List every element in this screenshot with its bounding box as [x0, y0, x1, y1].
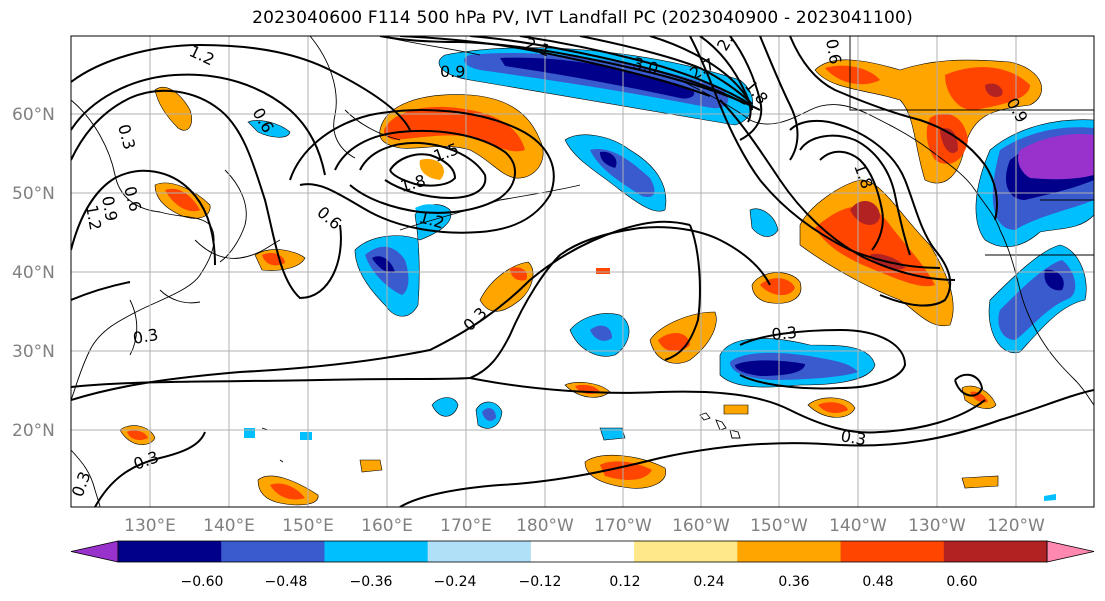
lon-label: 170°E [440, 516, 492, 536]
lat-label: 40°N [12, 263, 55, 283]
colorbar-tick-label: 0.12 [609, 574, 640, 590]
map-border [70, 35, 1095, 508]
lon-label: 130°W [908, 516, 966, 536]
lat-label: 30°N [12, 342, 55, 362]
colorbar-tick-label: 0.24 [693, 574, 724, 590]
colorbar-segment [737, 541, 842, 562]
contour-label: 0.9 [98, 194, 121, 222]
lon-label: 140°E [203, 516, 255, 536]
lat-label: 60°N [12, 105, 55, 125]
colorbar-extend-min [70, 540, 119, 563]
contour-label: 1.2 [82, 203, 105, 231]
contour-label: 0.3 [131, 325, 159, 348]
lon-label: 150°W [750, 516, 808, 536]
colorbar-tick-label: 0.36 [778, 574, 809, 590]
contour-label: 0.3 [839, 426, 867, 449]
colorbar-labels: −0.60 −0.48 −0.36 −0.24 −0.12 0.12 0.24 … [181, 574, 978, 590]
lon-label: 130°E [124, 516, 176, 536]
colorbar-tick-label: −0.12 [519, 574, 562, 590]
colorbar-segment [943, 541, 1048, 562]
colorbar-tick-label: −0.60 [181, 574, 224, 590]
colorbar-segment [324, 541, 429, 562]
lat-label: 20°N [12, 421, 55, 441]
contour-label: 0.3 [771, 323, 798, 344]
colorbar-tick-label: −0.24 [434, 574, 477, 590]
gridlines [71, 36, 1094, 507]
lon-label: 120°W [987, 516, 1045, 536]
colorbar [70, 540, 1095, 563]
contour-label: 0.6 [822, 37, 845, 65]
colorbar-extend-max [1046, 540, 1095, 563]
lon-label: 150°E [282, 516, 334, 536]
map-title: 2023040600 F114 500 hPa PV, IVT Landfall… [252, 8, 913, 28]
colorbar-segment [634, 541, 738, 562]
lon-label: 140°W [829, 516, 887, 536]
lon-label: 180°W [516, 516, 574, 536]
lon-label: 170°W [594, 516, 652, 536]
colorbar-segment [427, 541, 532, 562]
colorbar-segment [840, 541, 945, 562]
colorbar-border [117, 540, 1048, 563]
contour-label: 0.9 [440, 62, 465, 81]
colorbar-tick-label: 0.48 [862, 574, 893, 590]
colorbar-tick-label: −0.48 [265, 574, 308, 590]
longitude-labels: 130°E 140°E 150°E 160°E 170°E 180°W 170°… [124, 516, 1045, 536]
lon-label: 160°W [672, 516, 730, 536]
colorbar-segment [221, 541, 325, 562]
colorbar-tick-label: −0.36 [350, 574, 393, 590]
colorbar-segment [530, 541, 635, 562]
lat-label: 50°N [12, 184, 55, 204]
pv-contours [71, 36, 1094, 507]
latitude-labels: 60°N 50°N 40°N 30°N 20°N [12, 105, 55, 441]
colorbar-tick-label: 0.60 [946, 574, 977, 590]
colorbar-segment [118, 541, 222, 562]
lon-label: 160°E [361, 516, 413, 536]
